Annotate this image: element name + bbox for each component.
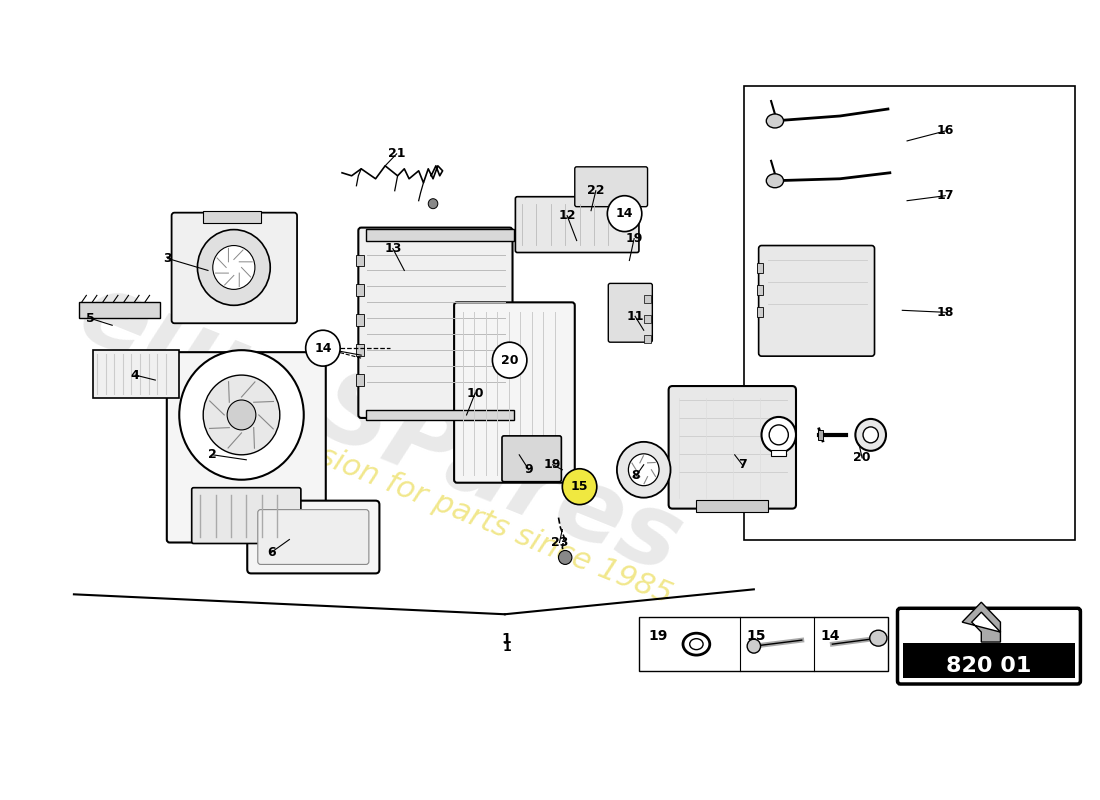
Text: 6: 6 — [267, 546, 275, 559]
Ellipse shape — [683, 633, 710, 655]
Circle shape — [761, 417, 796, 453]
Circle shape — [607, 196, 641, 231]
Text: 17: 17 — [936, 190, 954, 202]
Bar — [366, 410, 515, 420]
Circle shape — [864, 427, 878, 443]
Text: 15: 15 — [571, 480, 588, 493]
Text: 16: 16 — [937, 125, 954, 138]
Text: euroSPares: euroSPares — [65, 265, 695, 595]
Text: 8: 8 — [631, 470, 640, 482]
FancyBboxPatch shape — [257, 510, 369, 565]
Bar — [644, 295, 651, 303]
FancyBboxPatch shape — [94, 350, 179, 398]
Circle shape — [628, 454, 659, 486]
Ellipse shape — [767, 114, 783, 128]
Bar — [356, 314, 364, 326]
Text: 19: 19 — [626, 232, 642, 245]
Text: a passion for parts since 1985: a passion for parts since 1985 — [238, 410, 676, 610]
Bar — [366, 229, 515, 241]
FancyBboxPatch shape — [191, 488, 301, 543]
Text: 20: 20 — [500, 354, 518, 366]
Text: 10: 10 — [466, 386, 484, 399]
Bar — [356, 254, 364, 266]
Text: 14: 14 — [821, 629, 840, 643]
Bar — [639, 618, 888, 671]
Circle shape — [306, 330, 340, 366]
FancyBboxPatch shape — [771, 450, 786, 456]
Text: 1: 1 — [502, 632, 512, 646]
FancyBboxPatch shape — [575, 167, 648, 206]
Text: 14: 14 — [315, 342, 332, 354]
Text: 14: 14 — [616, 207, 634, 220]
Polygon shape — [962, 602, 1001, 642]
Text: 12: 12 — [559, 209, 576, 222]
Circle shape — [559, 550, 572, 565]
FancyBboxPatch shape — [898, 608, 1080, 684]
FancyBboxPatch shape — [516, 197, 639, 253]
Bar — [356, 344, 364, 356]
Bar — [757, 286, 763, 295]
Text: 5: 5 — [86, 312, 95, 325]
Bar — [356, 374, 364, 386]
FancyBboxPatch shape — [669, 386, 796, 509]
Circle shape — [179, 350, 304, 480]
Bar — [745, 86, 1075, 539]
Text: 11: 11 — [626, 310, 644, 322]
Text: 13: 13 — [384, 242, 402, 255]
FancyBboxPatch shape — [167, 352, 326, 542]
Bar — [696, 500, 768, 512]
Text: 15: 15 — [746, 629, 766, 643]
Circle shape — [617, 442, 671, 498]
FancyBboxPatch shape — [359, 228, 513, 418]
Text: 22: 22 — [587, 184, 605, 198]
Circle shape — [227, 400, 256, 430]
Text: 2: 2 — [208, 448, 217, 462]
Text: 9: 9 — [525, 463, 533, 476]
Text: 21: 21 — [388, 147, 406, 160]
Text: 4: 4 — [131, 369, 140, 382]
FancyBboxPatch shape — [502, 436, 561, 482]
Text: 19: 19 — [544, 458, 561, 471]
Circle shape — [197, 230, 271, 306]
Text: 19: 19 — [649, 629, 668, 643]
Text: 23: 23 — [551, 536, 568, 549]
Bar — [818, 430, 823, 440]
FancyBboxPatch shape — [248, 501, 380, 574]
Ellipse shape — [690, 638, 703, 650]
Bar — [903, 642, 1075, 678]
Text: 20: 20 — [854, 451, 871, 464]
FancyBboxPatch shape — [454, 302, 575, 482]
Bar — [644, 335, 651, 343]
Circle shape — [562, 469, 597, 505]
Bar — [644, 315, 651, 323]
Ellipse shape — [870, 630, 887, 646]
FancyBboxPatch shape — [172, 213, 297, 323]
FancyBboxPatch shape — [608, 283, 652, 342]
Bar — [356, 285, 364, 296]
Text: 18: 18 — [937, 306, 954, 319]
Bar — [204, 210, 261, 222]
FancyBboxPatch shape — [759, 246, 874, 356]
Bar — [757, 263, 763, 274]
Text: 820 01: 820 01 — [946, 656, 1032, 676]
Circle shape — [769, 425, 789, 445]
Text: 1: 1 — [503, 641, 512, 654]
Text: 7: 7 — [738, 458, 747, 471]
Circle shape — [204, 375, 279, 455]
Circle shape — [212, 246, 255, 290]
Ellipse shape — [747, 639, 760, 653]
Bar — [79, 302, 161, 318]
Circle shape — [856, 419, 886, 451]
Bar — [757, 307, 763, 318]
Text: 3: 3 — [164, 252, 172, 265]
Circle shape — [428, 198, 438, 209]
Circle shape — [493, 342, 527, 378]
Ellipse shape — [767, 174, 783, 188]
